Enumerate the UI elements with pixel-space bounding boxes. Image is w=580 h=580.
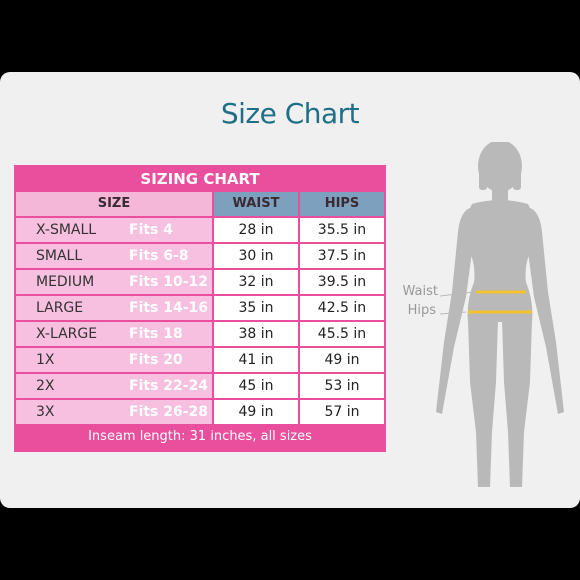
table-row: MEDIUM Fits 10-12 32 in 39.5 in xyxy=(14,270,386,294)
size-cell: 2X Fits 22-24 xyxy=(16,374,212,398)
fits-label: Fits 20 xyxy=(129,352,183,368)
header-size: SIZE xyxy=(16,192,212,216)
size-label: 3X xyxy=(36,404,55,420)
hips-value: 39.5 in xyxy=(300,270,384,294)
hips-value: 45.5 in xyxy=(300,322,384,346)
fits-label: Fits 4 xyxy=(129,222,174,238)
table-row: X-LARGE Fits 18 38 in 45.5 in xyxy=(14,322,386,346)
hips-value: 42.5 in xyxy=(300,296,384,320)
waist-value: 32 in xyxy=(214,270,298,294)
sizing-table: SIZING CHART SIZE WAIST HIPS X-SMALL Fit… xyxy=(14,165,386,452)
size-label: X-SMALL xyxy=(36,222,97,238)
hips-label: Hips xyxy=(407,303,436,318)
body-silhouette-icon xyxy=(436,142,564,487)
waist-value: 28 in xyxy=(214,218,298,242)
size-label: X-LARGE xyxy=(36,326,98,342)
header-waist: WAIST xyxy=(214,192,298,216)
size-label: MEDIUM xyxy=(36,274,95,290)
size-cell: LARGE Fits 14-16 xyxy=(16,296,212,320)
page-title: Size Chart xyxy=(220,97,360,130)
waist-label: Waist xyxy=(402,284,438,299)
table-row: SMALL Fits 6-8 30 in 37.5 in xyxy=(14,244,386,268)
waist-value: 38 in xyxy=(214,322,298,346)
fits-label: Fits 22-24 xyxy=(129,378,209,394)
size-cell: 3X Fits 26-28 xyxy=(16,400,212,424)
size-cell: SMALL Fits 6-8 xyxy=(16,244,212,268)
size-cell: MEDIUM Fits 10-12 xyxy=(16,270,212,294)
table-row: 3X Fits 26-28 49 in 57 in xyxy=(14,400,386,424)
hips-value: 35.5 in xyxy=(300,218,384,242)
table-row: X-SMALL Fits 4 28 in 35.5 in xyxy=(14,218,386,242)
size-label: 1X xyxy=(36,352,55,368)
waist-value: 30 in xyxy=(214,244,298,268)
table-title: SIZING CHART xyxy=(140,170,260,188)
fits-label: Fits 14-16 xyxy=(129,300,209,316)
hips-value: 57 in xyxy=(300,400,384,424)
fits-label: Fits 6-8 xyxy=(129,248,189,264)
table-row: LARGE Fits 14-16 35 in 42.5 in xyxy=(14,296,386,320)
inseam-note: Inseam length: 31 inches, all sizes xyxy=(88,429,312,444)
size-cell: 1X Fits 20 xyxy=(16,348,212,372)
waist-value: 49 in xyxy=(214,400,298,424)
size-chart-card: Size Chart SIZING CHART SIZE WAIST HIPS … xyxy=(0,72,580,508)
table-row: 1X Fits 20 41 in 49 in xyxy=(14,348,386,372)
waist-value: 35 in xyxy=(214,296,298,320)
size-label: LARGE xyxy=(36,300,84,316)
fits-label: Fits 26-28 xyxy=(129,404,209,420)
table-row: 2X Fits 22-24 45 in 53 in xyxy=(14,374,386,398)
waist-value: 45 in xyxy=(214,374,298,398)
fits-label: Fits 10-12 xyxy=(129,274,209,290)
fits-label: Fits 18 xyxy=(129,326,183,342)
size-cell: X-SMALL Fits 4 xyxy=(16,218,212,242)
waist-value: 41 in xyxy=(214,348,298,372)
hips-value: 53 in xyxy=(300,374,384,398)
hips-value: 49 in xyxy=(300,348,384,372)
size-label: 2X xyxy=(36,378,55,394)
hips-value: 37.5 in xyxy=(300,244,384,268)
header-hips: HIPS xyxy=(300,192,384,216)
size-cell: X-LARGE Fits 18 xyxy=(16,322,212,346)
size-label: SMALL xyxy=(36,248,83,264)
